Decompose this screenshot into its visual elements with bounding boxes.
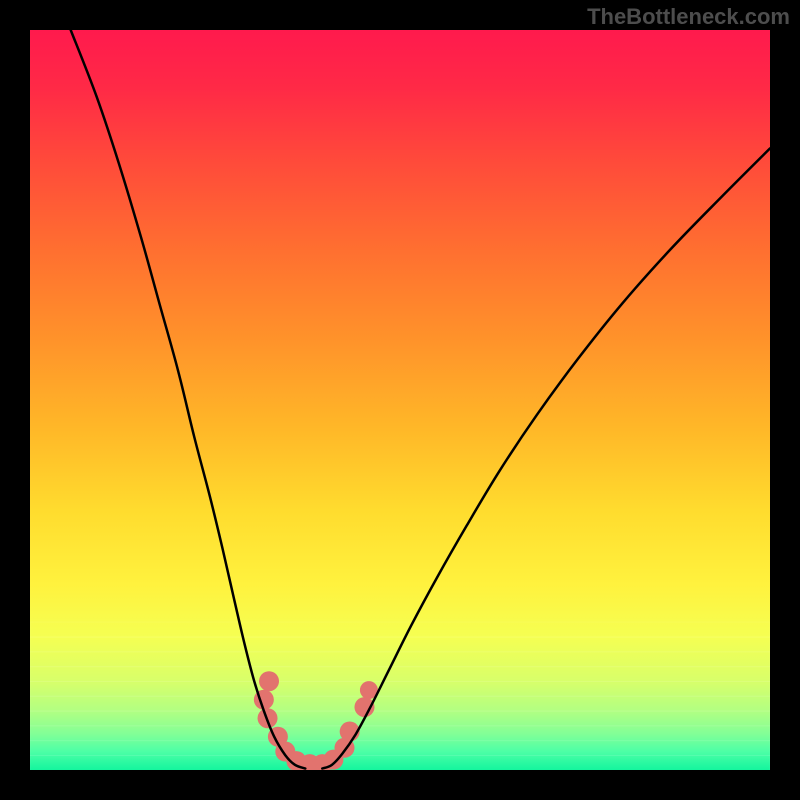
plot-area [30, 30, 770, 770]
left-curve [71, 30, 306, 769]
curve-layer [30, 30, 770, 770]
right-curve [322, 148, 770, 768]
valley-dots [254, 671, 378, 770]
watermark-text: TheBottleneck.com [587, 4, 790, 30]
